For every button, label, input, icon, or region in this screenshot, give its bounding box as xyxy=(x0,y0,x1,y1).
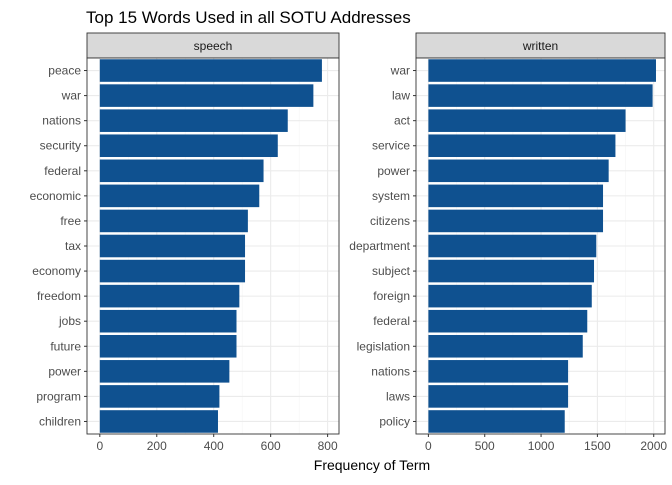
x-tick-label: 1500 xyxy=(584,439,611,453)
bar-war xyxy=(99,84,314,107)
category-label-war: war xyxy=(61,89,81,103)
bar-system xyxy=(428,184,604,208)
bar-law xyxy=(428,84,653,107)
category-label-subject: subject xyxy=(372,264,411,278)
bar-tax xyxy=(99,234,246,258)
panel-border xyxy=(86,57,340,435)
x-tick-label: 600 xyxy=(261,439,281,453)
bar-future xyxy=(99,334,237,358)
category-label-nations: nations xyxy=(42,114,81,128)
bar-subject xyxy=(428,259,595,283)
bar-legislation xyxy=(428,334,583,358)
x-axis-label: Frequency of Term xyxy=(314,457,430,473)
bar-nations xyxy=(99,109,288,132)
x-tick-label: 0 xyxy=(96,439,103,453)
bar-federal xyxy=(428,309,588,333)
bar-power xyxy=(428,159,609,183)
bar-program xyxy=(99,385,220,408)
category-label-power: power xyxy=(48,364,81,378)
x-tick-label: 1000 xyxy=(528,439,555,453)
x-tick-label: 400 xyxy=(204,439,224,453)
category-label-tax: tax xyxy=(65,239,81,253)
category-label-citizens: citizens xyxy=(370,214,410,228)
bar-federal xyxy=(99,159,264,183)
bar-jobs xyxy=(99,309,237,333)
category-label-security: security xyxy=(40,139,81,153)
chart-title: Top 15 Words Used in all SOTU Addresses xyxy=(86,8,411,27)
category-label-war: war xyxy=(390,64,410,78)
panel-border xyxy=(415,57,666,435)
facet-panel-speech: speech peace war nations security federal econ… xyxy=(30,32,340,453)
bar-economic xyxy=(99,184,260,208)
facet-panel-written: written war law act service power system citize… xyxy=(349,32,667,453)
bar-economy xyxy=(99,259,246,283)
bar-power xyxy=(99,360,230,383)
bar-citizens xyxy=(428,209,604,233)
category-label-system: system xyxy=(372,189,410,203)
category-label-free: free xyxy=(60,214,81,228)
category-label-jobs: jobs xyxy=(58,314,81,328)
bar-foreign xyxy=(428,284,592,308)
bar-nations xyxy=(428,360,569,383)
category-label-program: program xyxy=(36,389,81,403)
category-label-law: law xyxy=(392,89,410,103)
category-label-economy: economy xyxy=(32,264,81,278)
category-label-legislation: legislation xyxy=(357,339,410,353)
category-label-children: children xyxy=(39,414,81,428)
facet-strip-written xyxy=(415,32,666,59)
bar-children xyxy=(99,410,218,433)
x-tick-label: 2000 xyxy=(640,439,667,453)
category-label-department: department xyxy=(349,239,410,253)
category-label-freedom: freedom xyxy=(37,289,81,303)
category-label-future: future xyxy=(50,339,81,353)
bar-peace xyxy=(99,59,322,82)
category-label-nations: nations xyxy=(371,364,410,378)
bar-freedom xyxy=(99,284,240,308)
category-label-federal: federal xyxy=(44,164,81,178)
x-tick-label: 200 xyxy=(147,439,167,453)
facet-strip-speech xyxy=(86,32,340,59)
category-label-foreign: foreign xyxy=(373,289,410,303)
bar-policy xyxy=(428,410,565,433)
bar-laws xyxy=(428,385,569,408)
category-label-policy: policy xyxy=(379,414,410,428)
bar-act xyxy=(428,109,626,132)
facet-panels: speech peace war nations security federal econ… xyxy=(30,32,667,453)
category-label-power: power xyxy=(377,164,410,178)
category-label-service: service xyxy=(372,139,410,153)
bar-service xyxy=(428,134,616,158)
bar-department xyxy=(428,234,597,258)
facet-strip-label-written: written xyxy=(522,39,558,53)
x-tick-label: 500 xyxy=(475,439,495,453)
x-tick-label: 0 xyxy=(425,439,432,453)
bar-war xyxy=(428,59,656,82)
category-label-peace: peace xyxy=(48,64,81,78)
facet-strip-label-speech: speech xyxy=(194,39,233,53)
category-label-laws: laws xyxy=(386,389,410,403)
bar-security xyxy=(99,134,278,158)
bar-free xyxy=(99,209,248,233)
category-label-federal: federal xyxy=(373,314,410,328)
category-label-economic: economic xyxy=(30,189,81,203)
x-tick-label: 800 xyxy=(318,439,338,453)
category-label-act: act xyxy=(394,114,411,128)
